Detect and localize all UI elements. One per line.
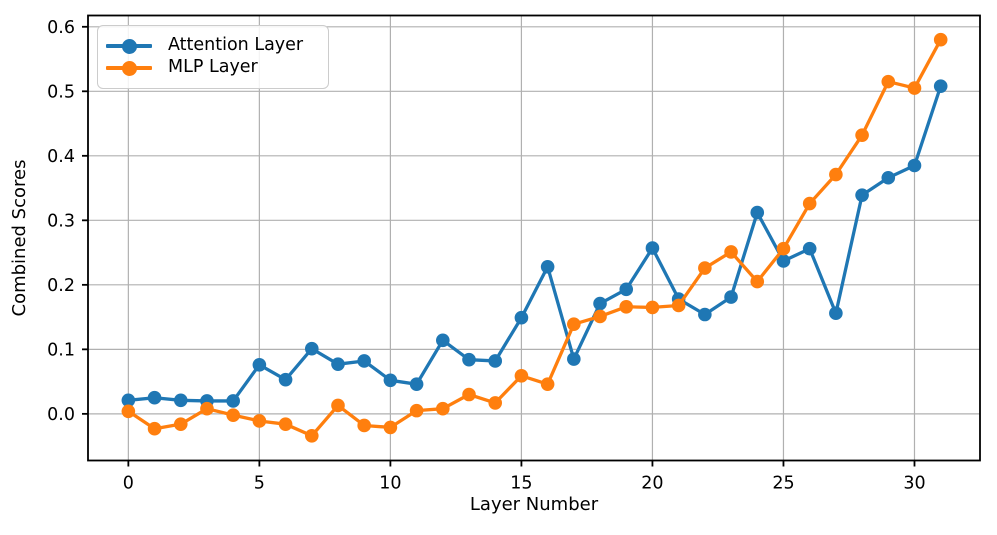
legend-marker-attention-icon xyxy=(106,38,152,54)
y-tick-label-0.3: 0.3 xyxy=(47,211,75,231)
y-tick-label-0.6: 0.6 xyxy=(47,18,75,38)
data-point-attention-layer-25 xyxy=(776,254,791,268)
x-tick-label-5: 5 xyxy=(254,474,265,494)
x-tick-label-0: 0 xyxy=(123,474,134,494)
data-point-attention-layer-29 xyxy=(881,170,896,185)
y-axis-label: Combined Scores xyxy=(9,159,30,317)
data-point-mlp-layer-2 xyxy=(173,417,188,431)
data-point-attention-layer-12 xyxy=(436,333,450,348)
data-point-mlp-layer-14 xyxy=(488,396,503,410)
data-point-mlp-layer-5 xyxy=(252,414,267,428)
data-point-mlp-layer-30 xyxy=(907,81,922,95)
data-point-attention-layer-1 xyxy=(147,390,162,405)
y-tick-label-0.1: 0.1 xyxy=(47,340,75,360)
data-point-attention-layer-6 xyxy=(278,372,293,387)
data-point-mlp-layer-3 xyxy=(200,401,214,416)
plot-frame xyxy=(87,14,981,462)
data-point-mlp-layer-29 xyxy=(881,74,896,89)
data-point-attention-layer-31 xyxy=(933,79,948,93)
data-point-attention-layer-9 xyxy=(357,354,371,368)
x-tick-label-30: 30 xyxy=(903,474,925,494)
data-point-mlp-layer-20 xyxy=(645,300,660,315)
legend-label-mlp-layer: MLP Layer xyxy=(168,57,258,78)
data-point-attention-layer-11 xyxy=(409,377,424,391)
data-point-attention-layer-14 xyxy=(488,354,503,368)
data-point-mlp-layer-24 xyxy=(750,274,765,289)
data-point-mlp-layer-26 xyxy=(802,196,817,211)
data-point-mlp-layer-11 xyxy=(409,403,424,418)
data-point-attention-layer-20 xyxy=(645,241,660,255)
data-point-mlp-layer-1 xyxy=(147,421,162,436)
data-point-attention-layer-5 xyxy=(252,358,267,372)
data-point-mlp-layer-8 xyxy=(331,398,345,413)
data-point-attention-layer-19 xyxy=(619,282,634,297)
legend: Attention Layer MLP Layer xyxy=(97,25,329,89)
data-point-attention-layer-22 xyxy=(698,307,712,322)
x-tick-label-25: 25 xyxy=(772,474,794,494)
data-point-mlp-layer-10 xyxy=(383,420,398,435)
legend-item-attention-layer: Attention Layer xyxy=(106,35,316,57)
data-point-mlp-layer-7 xyxy=(304,428,319,443)
data-point-mlp-layer-4 xyxy=(226,408,240,422)
data-point-attention-layer-7 xyxy=(304,341,319,356)
x-axis-label: Layer Number xyxy=(469,494,599,515)
data-point-mlp-layer-21 xyxy=(671,298,686,313)
data-point-mlp-layer-19 xyxy=(619,299,634,314)
data-point-attention-layer-27 xyxy=(829,306,843,321)
data-point-attention-layer-0 xyxy=(121,393,136,408)
data-point-mlp-layer-18 xyxy=(593,309,607,324)
legend-item-mlp-layer: MLP Layer xyxy=(106,57,316,79)
data-point-attention-layer-28 xyxy=(855,188,869,202)
data-point-attention-layer-10 xyxy=(383,373,398,388)
data-point-mlp-layer-17 xyxy=(567,317,581,331)
data-point-mlp-layer-27 xyxy=(829,167,843,182)
data-point-mlp-layer-12 xyxy=(436,401,450,416)
data-point-mlp-layer-15 xyxy=(514,368,529,383)
data-point-attention-layer-13 xyxy=(462,352,476,367)
data-point-attention-layer-23 xyxy=(724,290,738,304)
gridlines xyxy=(88,15,980,461)
data-point-mlp-layer-23 xyxy=(724,245,738,259)
y-tick-label-0.2: 0.2 xyxy=(47,276,75,296)
data-point-mlp-layer-6 xyxy=(278,417,293,431)
data-point-attention-layer-15 xyxy=(514,310,529,325)
data-point-mlp-layer-22 xyxy=(698,261,712,275)
x-axis-ticks: 0 5 10 15 20 25 30 xyxy=(123,460,926,494)
data-point-mlp-layer-9 xyxy=(357,418,371,433)
data-point-attention-layer-24 xyxy=(750,205,765,220)
series-line-attention-layer xyxy=(126,84,943,403)
y-axis-ticks: 0.0 0.1 0.2 0.3 0.4 0.5 0.6 xyxy=(47,18,88,425)
x-tick-label-15: 15 xyxy=(510,474,532,494)
x-tick-label-20: 20 xyxy=(641,474,663,494)
legend-label-attention-layer: Attention Layer xyxy=(168,35,304,56)
data-point-attention-layer-17 xyxy=(567,352,581,366)
data-point-attention-layer-18 xyxy=(593,296,607,311)
y-tick-label-0.5: 0.5 xyxy=(47,82,75,102)
data-point-attention-layer-2 xyxy=(173,393,188,408)
legend-marker-mlp-icon xyxy=(106,60,152,76)
data-point-mlp-layer-25 xyxy=(776,241,791,256)
data-point-mlp-layer-31 xyxy=(933,32,948,47)
data-point-attention-layer-16 xyxy=(540,259,555,274)
series-mlp-layer xyxy=(121,32,948,443)
data-point-attention-layer-8 xyxy=(331,357,345,371)
data-point-attention-layer-26 xyxy=(802,241,817,256)
x-tick-label-10: 10 xyxy=(379,474,401,494)
data-point-mlp-layer-28 xyxy=(855,128,869,142)
data-point-mlp-layer-13 xyxy=(462,387,476,402)
data-point-mlp-layer-16 xyxy=(540,377,555,391)
y-tick-label-0.0: 0.0 xyxy=(47,405,75,425)
series-attention-layer xyxy=(121,79,948,408)
data-point-attention-layer-30 xyxy=(907,158,922,173)
data-point-attention-layer-4 xyxy=(226,394,240,408)
y-tick-label-0.4: 0.4 xyxy=(47,147,75,167)
data-point-mlp-layer-0 xyxy=(121,404,136,419)
